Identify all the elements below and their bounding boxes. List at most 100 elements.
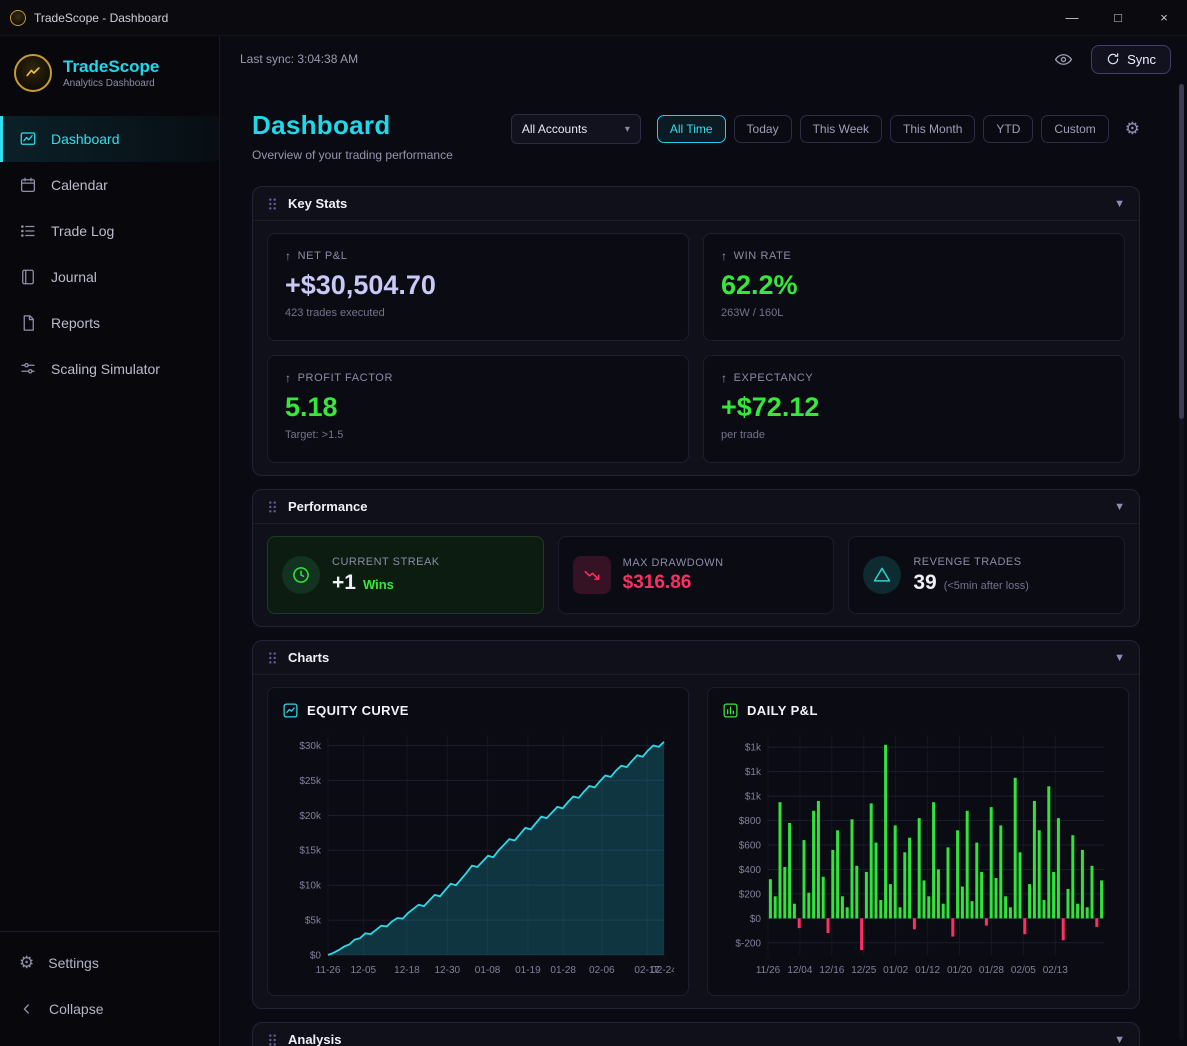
svg-text:12-05: 12-05 [350,965,376,976]
sidebar-item-label: Journal [51,269,97,285]
svg-text:$200: $200 [739,889,762,900]
range-button-all-time[interactable]: All Time [656,115,726,143]
svg-text:02-06: 02-06 [589,965,615,976]
sidebar-item-label: Trade Log [51,223,115,239]
drag-handle-icon[interactable] [267,500,278,514]
sidebar-item-trade-log[interactable]: Trade Log [0,208,219,254]
streak-value: +1 [332,570,356,594]
eye-icon[interactable] [1054,50,1073,69]
sidebar-item-collapse[interactable]: Collapse [0,986,219,1032]
sidebar-item-label: Settings [48,955,99,971]
line-chart-icon [282,702,299,719]
stat-label: NET P&L [297,250,348,262]
scrollbar-track [1179,84,1184,1040]
gear-icon[interactable]: ⚙ [1124,119,1140,138]
sidebar-item-scaling-simulator[interactable]: Scaling Simulator [0,346,219,392]
chevron-down-icon[interactable]: ▼ [1114,651,1125,664]
svg-text:$0: $0 [310,951,322,962]
svg-text:01/28: 01/28 [979,965,1004,976]
key-stats-panel: Key Stats ▼ ↑ NET P&L +$30,504.70 423 tra… [252,186,1140,476]
svg-text:11-26: 11-26 [316,965,341,976]
revenge-label: REVENGE TRADES [913,555,1022,568]
drawdown-value: $316.86 [622,571,692,593]
expectancy-value: +$72.12 [721,392,820,422]
sidebar-item-label: Scaling Simulator [51,361,160,377]
arrow-up-icon: ↑ [721,371,728,385]
sidebar-item-label: Reports [51,315,101,331]
sidebar-item-label: Collapse [49,1001,104,1017]
filter-bar: All Accounts ▾ All Time Today This Week … [510,114,1140,144]
clock-icon [282,556,320,594]
chevron-down-icon[interactable]: ▼ [1114,197,1125,210]
window-controls: — □ × [1049,0,1187,36]
sidebar-item-calendar[interactable]: Calendar [0,162,219,208]
main-area: Last sync: 3:04:38 AM Sync Dashboard Ove… [220,36,1187,1046]
revenge-trades-card: REVENGE TRADES 39 (<5min after loss) [848,536,1125,614]
charts-panel-header: Charts ▼ [253,641,1139,675]
sidebar-item-settings[interactable]: ⚙ Settings [0,940,219,986]
account-selector[interactable]: All Accounts ▾ [510,114,641,144]
svg-text:$1k: $1k [745,792,762,803]
calendar-icon [19,176,37,194]
sidebar-item-journal[interactable]: Journal [0,254,219,300]
svg-text:$0: $0 [750,914,762,925]
app-logo-icon [10,9,26,26]
svg-text:02-24: 02-24 [651,965,674,976]
sync-button[interactable]: Sync [1091,44,1171,74]
svg-text:12/04: 12/04 [787,965,812,976]
svg-text:$5k: $5k [305,916,322,927]
sidebar-item-label: Dashboard [51,131,120,147]
equity-curve-chart: $0 $5k $10k $15k $20k $25k $30k 11-26 12-05 12-18… [299,735,674,976]
daily-pnl-chart: $1k $1k $1k $800 $600 $400 $200 $0 $-200 11/26 12/… [735,735,1104,976]
close-button[interactable]: × [1160,10,1168,25]
svg-text:01/20: 01/20 [947,965,972,976]
svg-text:12/16: 12/16 [819,965,844,976]
scrollbar-thumb[interactable] [1179,84,1184,419]
revenge-value: 39 [913,570,937,594]
streak-label: CURRENT STREAK [332,555,440,568]
svg-text:12-30: 12-30 [434,965,460,976]
sidebar-item-dashboard[interactable]: Dashboard [0,116,219,162]
svg-text:02/05: 02/05 [1011,965,1036,976]
svg-text:12-18: 12-18 [394,965,420,976]
daily-pnl-title: DAILY P&L [747,703,818,718]
maximize-button[interactable]: □ [1114,10,1122,25]
drag-handle-icon[interactable] [267,1033,278,1046]
expectancy-card: ↑ EXPECTANCY +$72.12 per trade [703,355,1125,463]
arrow-up-icon: ↑ [285,371,292,385]
svg-text:$15k: $15k [299,846,322,857]
svg-text:$-200: $-200 [735,938,761,949]
chevron-down-icon[interactable]: ▼ [1114,1033,1125,1046]
svg-text:01-28: 01-28 [550,965,576,976]
expectancy-sub: per trade [721,429,766,441]
range-button-custom[interactable]: Custom [1041,115,1109,143]
range-button-this-month[interactable]: This Month [890,115,976,143]
chevron-down-icon: ▾ [624,123,630,135]
brand-subtitle: Analytics Dashboard [63,78,155,90]
brand-name: TradeScope [63,56,160,76]
performance-panel: Performance ▼ CURRENT STREAK +1 Wins [252,489,1140,627]
profit-factor-card: ↑ PROFIT FACTOR 5.18 Target: >1.5 [267,355,689,463]
range-button-ytd[interactable]: YTD [983,115,1034,143]
file-icon [19,314,37,332]
minimize-button[interactable]: — [1065,10,1079,25]
sidebar-item-reports[interactable]: Reports [0,300,219,346]
list-icon [19,222,37,240]
chevron-down-icon[interactable]: ▼ [1114,500,1125,513]
charts-title: Charts [288,650,330,665]
stat-label: EXPECTANCY [733,372,814,384]
performance-panel-header: Performance ▼ [253,490,1139,524]
account-selector-value: All Accounts [521,122,588,136]
analysis-title: Analysis [288,1032,342,1046]
charts-panel: Charts ▼ EQUITY CURVE $0 $5k $10k $15k $20k $… [252,640,1140,1009]
sidebar-nav: Dashboard Calendar Trade Log Journal Rep… [0,116,219,392]
title-bar: TradeScope - Dashboard — □ × [0,0,1187,36]
analysis-panel-header: Analysis ▼ [253,1023,1139,1046]
range-button-today[interactable]: Today [733,115,792,143]
range-button-this-week[interactable]: This Week [799,115,883,143]
max-drawdown-card: MAX DRAWDOWN $316.86 [557,536,835,614]
svg-text:02-17: 02-17 [634,965,660,976]
drag-handle-icon[interactable] [267,197,278,211]
sidebar-footer: ⚙ Settings Collapse [0,931,219,1046]
drag-handle-icon[interactable] [267,651,278,665]
